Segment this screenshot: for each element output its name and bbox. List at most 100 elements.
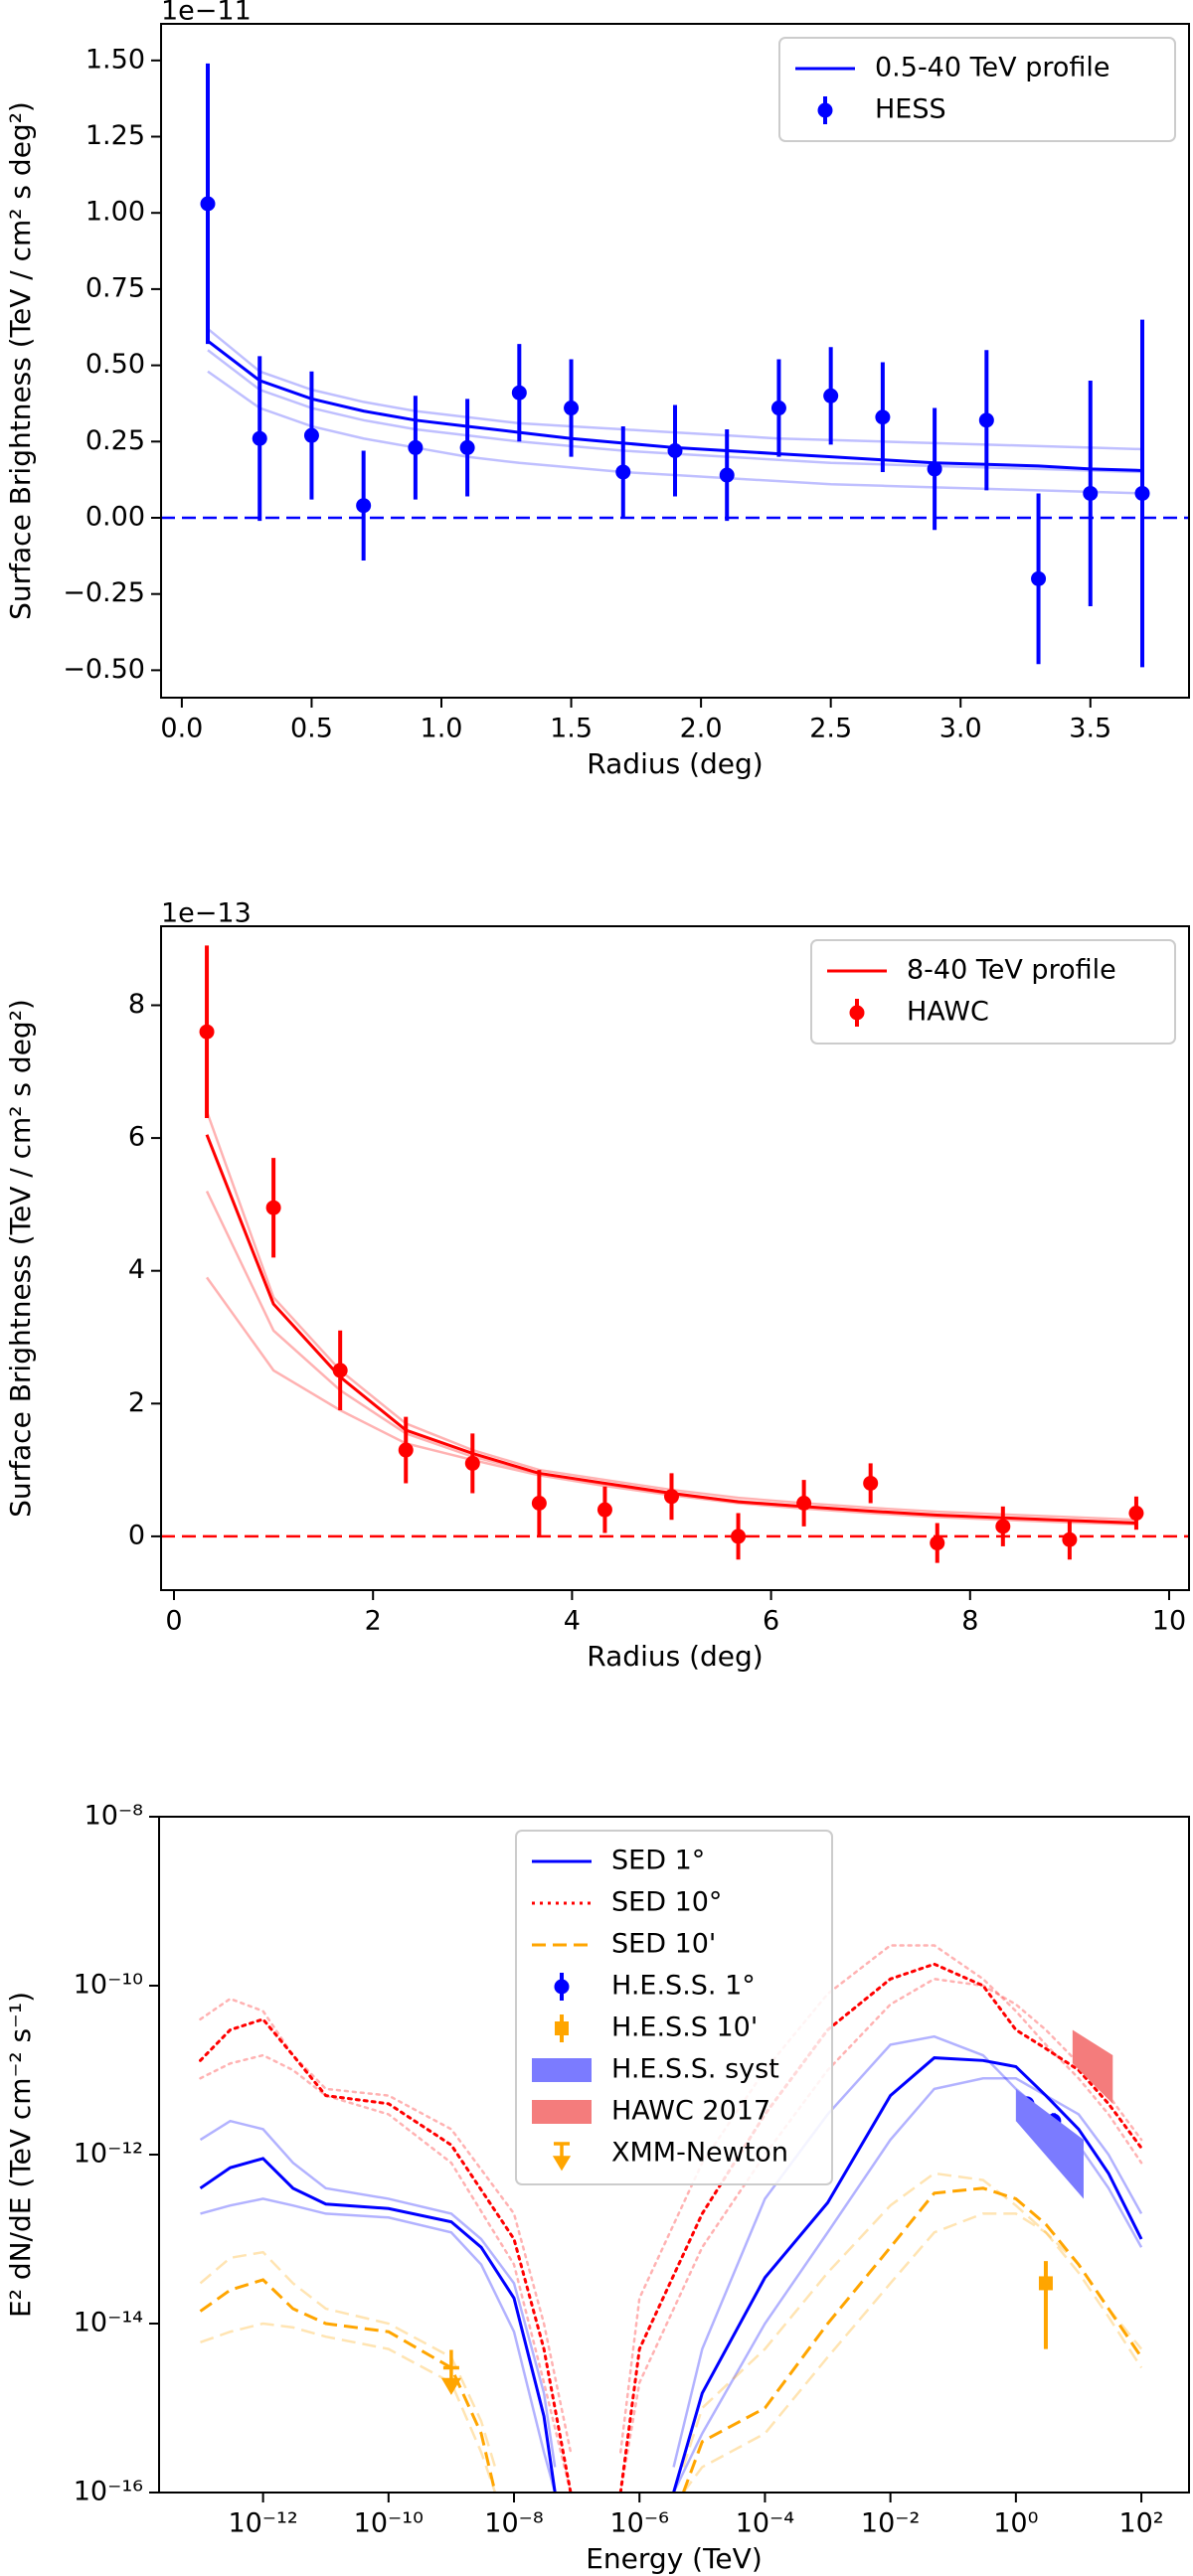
- y-tick-label: 10⁻¹⁰: [74, 1970, 143, 2001]
- x-tick-label: 1.0: [421, 714, 463, 744]
- x-tick-label: 10⁻¹⁰: [354, 2508, 424, 2539]
- marker: [1083, 485, 1099, 501]
- marker: [1031, 570, 1047, 586]
- legend-box: [515, 1830, 833, 2185]
- x-tick-label: 10⁻⁴: [736, 2508, 794, 2539]
- marker: [1134, 485, 1150, 501]
- series-line: [200, 2076, 1143, 2493]
- y-tick-label: 6: [128, 1122, 145, 1153]
- marker: [199, 1024, 215, 1040]
- marker: [875, 409, 891, 425]
- x-tick-label: 0.5: [290, 714, 333, 744]
- marker: [398, 1442, 414, 1458]
- marker: [667, 443, 683, 459]
- series-line: [205, 1110, 1136, 1522]
- marker: [531, 1495, 547, 1511]
- legend-label: SED 10': [611, 1929, 716, 1960]
- x-tick-label: 2: [365, 1606, 382, 1637]
- legend-label: HAWC 2017: [611, 2096, 770, 2127]
- axes-frame: [160, 23, 1190, 699]
- marker: [459, 439, 475, 455]
- legend-label: 0.5-40 TeV profile: [875, 53, 1109, 83]
- marker: [731, 1529, 747, 1544]
- y-tick-label: −0.50: [63, 654, 145, 685]
- plot-area: [161, 63, 1189, 668]
- y-axis-label: E² dN/dE (TeV cm⁻² s⁻¹): [4, 1992, 37, 2318]
- marker: [995, 1519, 1011, 1534]
- y-tick-label: 0.00: [85, 501, 145, 532]
- marker: [596, 1502, 612, 1518]
- legend-swatch: [817, 102, 833, 118]
- legend-swatch: [555, 2021, 569, 2035]
- offset-label: 1e−13: [161, 898, 252, 929]
- legend-swatch: [532, 2058, 592, 2082]
- marker: [930, 1535, 945, 1551]
- legend-label: HESS: [875, 94, 946, 125]
- x-tick-label: 10⁻¹²: [228, 2508, 297, 2539]
- x-axis-label: Energy (TeV): [586, 2542, 763, 2575]
- marker: [252, 430, 267, 446]
- legend-label: H.E.S.S 10': [611, 2012, 758, 2043]
- marker: [464, 1455, 480, 1471]
- series-line: [205, 1190, 1136, 1525]
- marker: [796, 1495, 812, 1511]
- upper-limit: [440, 2349, 461, 2395]
- marker: [663, 1489, 679, 1505]
- y-tick-label: 10⁻¹²: [74, 2139, 143, 2170]
- marker: [1128, 1506, 1144, 1522]
- marker: [1062, 1531, 1078, 1547]
- legend-label: H.E.S.S. syst: [611, 2054, 779, 2085]
- x-tick-label: 10⁻²: [861, 2508, 920, 2539]
- x-tick-label: 8: [961, 1606, 978, 1637]
- x-tick-label: 4: [564, 1606, 581, 1637]
- plot-area: [198, 1944, 1143, 2493]
- series-line: [199, 2056, 1143, 2493]
- x-tick-label: 0: [165, 1606, 182, 1637]
- y-tick-label: 0.75: [85, 272, 145, 303]
- legend-label: XMM-Newton: [611, 2138, 788, 2169]
- legend-swatch: [554, 1979, 570, 1995]
- axes-frame: [160, 925, 1190, 1591]
- legend-label: SED 1°: [611, 1846, 705, 1876]
- marker: [564, 401, 580, 416]
- x-tick-label: 6: [763, 1606, 779, 1637]
- series-line: [199, 1977, 1143, 2493]
- series-line: [199, 2186, 1143, 2493]
- marker: [332, 1363, 348, 1378]
- marker: [200, 196, 216, 212]
- marker: [823, 388, 839, 403]
- x-tick-label: 10⁻⁶: [610, 2508, 669, 2539]
- x-tick-label: 2.0: [680, 714, 723, 744]
- marker: [265, 1200, 281, 1215]
- legend-label: 8-40 TeV profile: [907, 955, 1116, 986]
- x-tick-label: 10: [1152, 1606, 1186, 1637]
- marker: [770, 401, 786, 416]
- marker: [356, 498, 372, 514]
- band: [1072, 2029, 1113, 2104]
- x-tick-label: 10⁻⁸: [484, 2508, 543, 2539]
- x-tick-label: 10⁰: [993, 2508, 1038, 2539]
- legend-swatch: [532, 2100, 592, 2124]
- marker: [863, 1475, 879, 1491]
- y-axis-label: Surface Brightness (TeV / cm² s deg²): [4, 101, 37, 620]
- series-line: [199, 2034, 1143, 2468]
- axes-frame: [158, 1816, 1190, 2494]
- x-tick-label: 3.0: [939, 714, 982, 744]
- legend-swatch: [552, 2142, 572, 2172]
- y-tick-label: 1.25: [85, 120, 145, 151]
- legend-box: [810, 939, 1176, 1045]
- marker: [615, 464, 631, 480]
- y-tick-label: 0: [128, 1520, 145, 1550]
- x-axis-label: Radius (deg): [587, 1640, 763, 1673]
- marker: [719, 467, 735, 483]
- y-tick-label: 0.25: [85, 425, 145, 456]
- legend-label: HAWC: [907, 997, 989, 1028]
- series-line: [205, 1134, 1137, 1526]
- legend-label: SED 10°: [611, 1887, 722, 1918]
- y-tick-label: −0.25: [63, 577, 145, 608]
- x-tick-label: 3.5: [1069, 714, 1111, 744]
- band: [1015, 2088, 1084, 2199]
- y-tick-label: 8: [128, 989, 145, 1020]
- y-tick-label: 1.00: [85, 197, 145, 228]
